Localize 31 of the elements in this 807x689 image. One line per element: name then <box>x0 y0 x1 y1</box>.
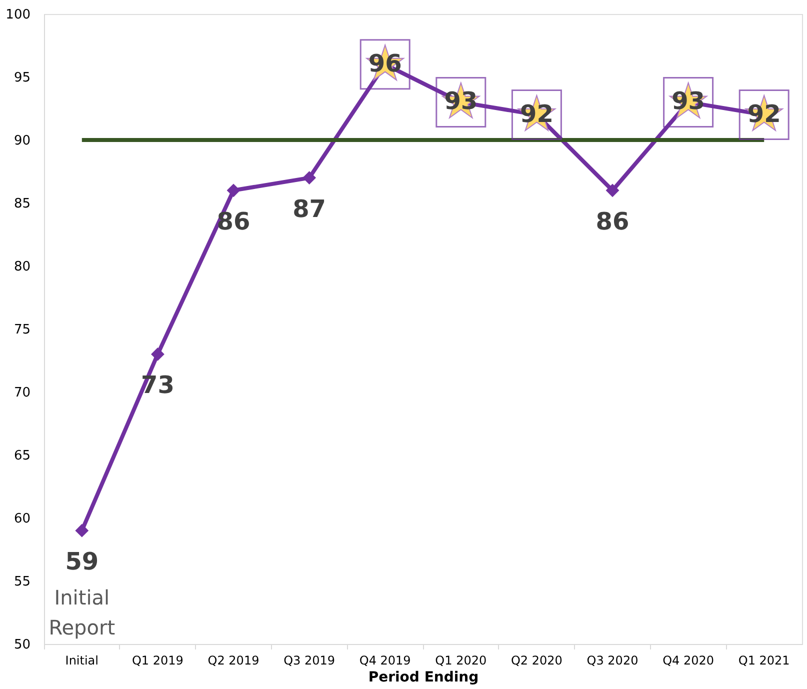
data-label: 92 <box>747 100 781 128</box>
y-tick-label: 50 <box>14 638 30 652</box>
y-tick-label: 85 <box>14 196 30 212</box>
y-tick-label: 65 <box>14 448 30 464</box>
x-tick-label: Q4 2020 <box>662 654 714 668</box>
y-tick-label: 75 <box>14 322 30 338</box>
y-tick-label: 55 <box>14 574 30 590</box>
x-tick-label: Q1 2019 <box>132 654 184 668</box>
x-tick-label: Q3 2019 <box>284 654 336 668</box>
annotation: Initial Report <box>48 586 116 640</box>
y-tick-label: 100 <box>6 8 30 22</box>
data-label: 87 <box>292 194 326 223</box>
x-tick-label: Q2 2019 <box>208 654 260 668</box>
data-label: 93 <box>672 87 706 116</box>
y-tick-label: 80 <box>14 260 30 274</box>
x-tick-label: Q2 2020 <box>510 654 562 668</box>
x-tick-label: Q3 2020 <box>586 654 638 668</box>
data-label: 92 <box>520 100 554 128</box>
data-label: 96 <box>368 49 402 78</box>
x-axis-title: Period Ending <box>368 670 479 686</box>
x-tick-label: Q4 2019 <box>359 654 411 668</box>
y-tick-label: 70 <box>14 386 30 400</box>
y-tick-label: 95 <box>14 70 30 86</box>
data-label: 59 <box>65 548 99 576</box>
data-label: 93 <box>444 87 478 116</box>
data-label: 86 <box>596 207 630 236</box>
x-tick-label: Q1 2020 <box>435 654 487 668</box>
x-tick-label: Initial <box>65 654 99 668</box>
y-tick-label: 90 <box>14 134 30 148</box>
y-tick-label: 60 <box>14 512 30 526</box>
x-tick-label: Q1 2021 <box>738 654 790 668</box>
